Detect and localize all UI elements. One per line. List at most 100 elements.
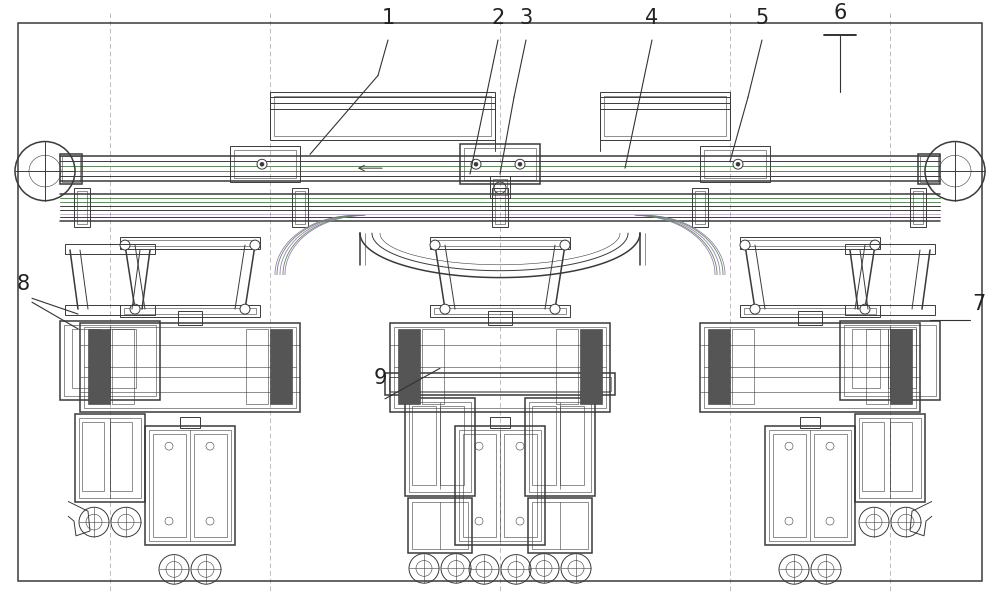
Bar: [120, 305, 260, 317]
Bar: [495, 191, 505, 224]
Bar: [862, 421, 884, 491]
Circle shape: [750, 304, 760, 314]
Bar: [740, 305, 880, 317]
Bar: [463, 434, 496, 537]
Bar: [852, 329, 880, 388]
Circle shape: [206, 442, 214, 450]
Bar: [890, 421, 912, 491]
Circle shape: [736, 162, 740, 166]
Bar: [65, 305, 155, 315]
Bar: [695, 191, 705, 224]
Bar: [389, 377, 611, 391]
Text: 7: 7: [972, 294, 985, 314]
Circle shape: [475, 517, 483, 525]
Text: 1: 1: [381, 8, 395, 28]
Bar: [532, 502, 588, 549]
Bar: [62, 156, 80, 182]
Text: 9: 9: [373, 368, 387, 388]
Circle shape: [440, 304, 450, 314]
Bar: [108, 329, 136, 388]
Bar: [434, 240, 566, 246]
Bar: [112, 329, 134, 403]
Bar: [430, 305, 570, 317]
Circle shape: [240, 304, 250, 314]
Circle shape: [785, 517, 793, 525]
Circle shape: [550, 304, 560, 314]
Bar: [845, 305, 935, 315]
Bar: [398, 329, 420, 403]
Circle shape: [165, 517, 173, 525]
Bar: [120, 237, 260, 249]
Circle shape: [560, 240, 570, 250]
Bar: [800, 417, 820, 429]
Bar: [434, 308, 566, 314]
Bar: [773, 434, 806, 537]
Circle shape: [518, 162, 522, 166]
Bar: [80, 323, 300, 412]
Bar: [913, 191, 923, 224]
Bar: [65, 244, 155, 254]
Bar: [490, 176, 510, 198]
Bar: [704, 150, 766, 178]
Bar: [145, 427, 235, 545]
Bar: [765, 427, 855, 545]
Bar: [855, 414, 925, 502]
Bar: [412, 502, 468, 549]
Bar: [866, 329, 888, 403]
Circle shape: [516, 442, 524, 450]
Bar: [405, 398, 475, 496]
Bar: [459, 430, 541, 541]
Bar: [390, 323, 610, 412]
Bar: [744, 308, 876, 314]
Bar: [394, 327, 606, 408]
Bar: [529, 402, 591, 492]
Bar: [910, 188, 926, 227]
Bar: [274, 96, 491, 136]
Circle shape: [860, 304, 870, 314]
Circle shape: [733, 159, 743, 169]
Text: 8: 8: [17, 274, 30, 294]
Bar: [604, 96, 726, 136]
Bar: [732, 329, 754, 403]
Bar: [153, 434, 186, 537]
Bar: [859, 418, 921, 498]
Bar: [178, 311, 202, 325]
Bar: [408, 498, 472, 552]
Circle shape: [430, 240, 440, 250]
Bar: [77, 191, 87, 224]
Bar: [580, 329, 602, 403]
Bar: [692, 188, 708, 227]
Circle shape: [826, 517, 834, 525]
Bar: [888, 329, 916, 388]
Bar: [700, 323, 920, 412]
Bar: [492, 188, 508, 227]
Circle shape: [870, 240, 880, 250]
Bar: [246, 329, 268, 403]
Bar: [88, 329, 110, 403]
Bar: [82, 421, 104, 491]
Bar: [295, 191, 305, 224]
Bar: [455, 427, 545, 545]
Bar: [234, 150, 296, 178]
Bar: [920, 156, 938, 182]
Bar: [556, 329, 578, 403]
Circle shape: [257, 159, 267, 169]
Bar: [525, 398, 595, 496]
Bar: [440, 406, 464, 485]
Bar: [460, 144, 540, 184]
Bar: [918, 154, 940, 184]
Bar: [528, 498, 592, 552]
Bar: [422, 329, 444, 403]
Circle shape: [740, 240, 750, 250]
Bar: [74, 188, 90, 227]
Bar: [532, 406, 556, 485]
Bar: [600, 92, 730, 139]
Bar: [845, 244, 935, 254]
Bar: [490, 417, 510, 429]
Bar: [180, 417, 200, 429]
Bar: [890, 329, 912, 403]
Bar: [840, 321, 940, 400]
Text: 4: 4: [645, 8, 659, 28]
Bar: [704, 327, 916, 408]
Circle shape: [516, 517, 524, 525]
